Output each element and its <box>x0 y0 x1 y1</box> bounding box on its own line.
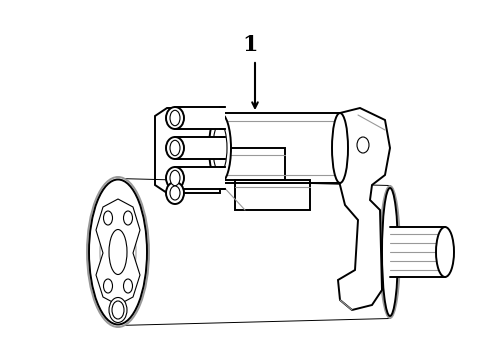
Ellipse shape <box>109 230 127 275</box>
Ellipse shape <box>170 110 180 126</box>
Ellipse shape <box>123 211 132 225</box>
Ellipse shape <box>170 170 180 186</box>
Ellipse shape <box>380 186 400 318</box>
Polygon shape <box>96 199 140 305</box>
Ellipse shape <box>103 279 113 293</box>
Ellipse shape <box>103 211 113 225</box>
Polygon shape <box>175 167 225 189</box>
Ellipse shape <box>166 137 184 159</box>
Ellipse shape <box>87 177 149 327</box>
Ellipse shape <box>123 279 132 293</box>
Ellipse shape <box>436 227 454 277</box>
Ellipse shape <box>332 113 348 183</box>
Text: 1: 1 <box>242 34 258 56</box>
Ellipse shape <box>170 186 180 200</box>
Polygon shape <box>220 113 340 183</box>
Ellipse shape <box>104 217 132 287</box>
Ellipse shape <box>166 182 184 204</box>
Ellipse shape <box>166 107 184 129</box>
Polygon shape <box>335 108 390 310</box>
Ellipse shape <box>100 207 136 297</box>
Polygon shape <box>175 107 225 129</box>
Ellipse shape <box>166 167 184 189</box>
Ellipse shape <box>382 188 398 316</box>
Ellipse shape <box>357 137 369 153</box>
Ellipse shape <box>209 113 231 183</box>
Polygon shape <box>390 227 445 277</box>
Polygon shape <box>220 148 285 180</box>
Ellipse shape <box>170 140 180 156</box>
Polygon shape <box>235 180 310 210</box>
Polygon shape <box>118 179 390 325</box>
Ellipse shape <box>213 123 227 172</box>
Ellipse shape <box>112 301 124 319</box>
Ellipse shape <box>109 297 127 323</box>
Polygon shape <box>175 137 225 159</box>
Ellipse shape <box>89 180 147 324</box>
